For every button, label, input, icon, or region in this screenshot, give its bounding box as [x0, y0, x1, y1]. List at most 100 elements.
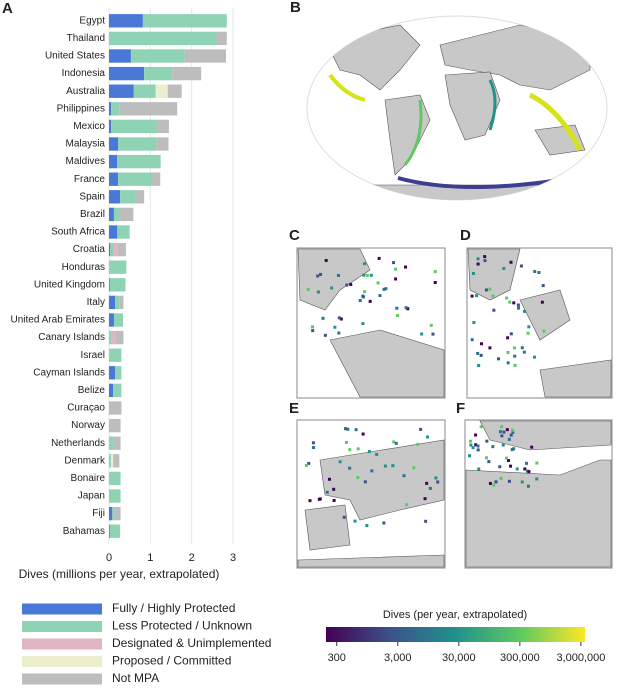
legend-swatch [22, 638, 102, 650]
bar-segment [113, 313, 124, 327]
bar-segment [109, 383, 114, 398]
site-cell [512, 301, 516, 305]
site-cell [383, 464, 387, 468]
site-cell [318, 497, 322, 501]
site-cell [394, 267, 398, 271]
bar-segment [109, 190, 121, 204]
colorbar-label: Dives (per year, extrapolated) [383, 609, 527, 621]
bar-segment [130, 49, 185, 63]
site-cell [431, 332, 435, 336]
y-tick-label: Netherlands [51, 438, 105, 449]
y-tick-label: Indonesia [62, 68, 106, 79]
site-cell [470, 294, 474, 298]
site-cell [429, 323, 433, 327]
site-cell [471, 446, 475, 450]
bar-segment [111, 454, 114, 468]
bar-segment [109, 242, 111, 257]
bar-segment [109, 207, 114, 222]
site-cell [378, 293, 382, 297]
bar-segment [184, 49, 226, 63]
site-cell [348, 466, 352, 470]
colorbar-tick-label: 300,000 [500, 652, 540, 664]
x-tick-label: 2 [189, 552, 195, 564]
site-cell [474, 443, 478, 447]
legend-label: Less Protected / Unknown [112, 619, 252, 633]
bar-segment [109, 401, 122, 415]
site-cell [344, 427, 348, 431]
legend-swatch [22, 673, 102, 685]
site-cell [513, 363, 517, 367]
y-tick-label: Thailand [67, 33, 105, 44]
bar-segment [172, 66, 202, 81]
site-cell [333, 325, 337, 329]
site-cell [370, 469, 374, 473]
y-tick-label: Honduras [62, 262, 105, 273]
bar-segment [120, 190, 136, 204]
bar-segment [109, 14, 143, 28]
site-cell [391, 464, 395, 468]
site-cell [311, 329, 315, 333]
site-cell [472, 321, 476, 325]
panel-label: C [289, 227, 300, 244]
bar-segment [156, 137, 169, 151]
bar-segment [119, 295, 124, 310]
colorbar-tick-label: 3,000 [384, 652, 412, 664]
site-cell [476, 351, 480, 355]
site-cell [477, 467, 481, 471]
y-tick-label: Maldives [66, 156, 105, 167]
site-cell [535, 477, 539, 481]
bar-segment [109, 330, 112, 345]
site-cell [434, 476, 438, 480]
site-cell [513, 354, 517, 358]
bar-segment [118, 207, 134, 222]
site-cell [535, 461, 539, 465]
colorbar-tick-label: 3,000,000 [556, 652, 605, 664]
y-tick-label: United Arab Emirates [11, 315, 106, 326]
site-cell [485, 439, 489, 443]
bar-segment [111, 330, 116, 345]
site-cell [328, 477, 332, 481]
panel-label: E [289, 400, 299, 417]
site-cell [392, 261, 396, 265]
colorbar-tick-label: 300 [328, 652, 346, 664]
site-cell [433, 280, 437, 284]
y-tick-label: Canary Islands [38, 332, 105, 343]
site-cell [424, 519, 428, 523]
site-cell [342, 515, 346, 519]
site-cell [404, 265, 408, 269]
bar-segment [112, 506, 115, 521]
site-cell [474, 433, 478, 437]
y-tick-label: Egypt [79, 15, 105, 26]
bar-segment [109, 418, 121, 433]
site-cell [501, 443, 505, 447]
site-cell [358, 299, 362, 303]
bar-segment [109, 489, 121, 503]
bar-segment [109, 295, 116, 310]
site-cell [332, 498, 336, 502]
site-cell [499, 476, 503, 480]
site-cell [483, 255, 487, 259]
y-tick-label: Israel [81, 350, 105, 361]
bar-segment [117, 154, 161, 169]
bar-segment [109, 84, 134, 98]
site-cell [376, 281, 380, 285]
site-cell [484, 288, 488, 292]
site-cell [319, 272, 323, 276]
site-cell [497, 357, 501, 361]
bar-segment [109, 524, 121, 538]
site-cell [346, 427, 350, 431]
site-cell [394, 441, 398, 445]
site-cell [488, 481, 492, 485]
site-cell [476, 444, 480, 448]
site-cell [477, 363, 481, 367]
bar-segment [110, 242, 114, 257]
site-cell [526, 484, 530, 488]
site-cell [471, 271, 475, 275]
site-cell [469, 443, 473, 447]
site-cell [339, 317, 343, 321]
site-cell [361, 322, 365, 326]
bar-segment [119, 102, 178, 116]
bar-segment [115, 330, 124, 345]
legend-label: Fully / Highly Protected [112, 601, 235, 615]
y-tick-label: Bahamas [63, 526, 105, 537]
